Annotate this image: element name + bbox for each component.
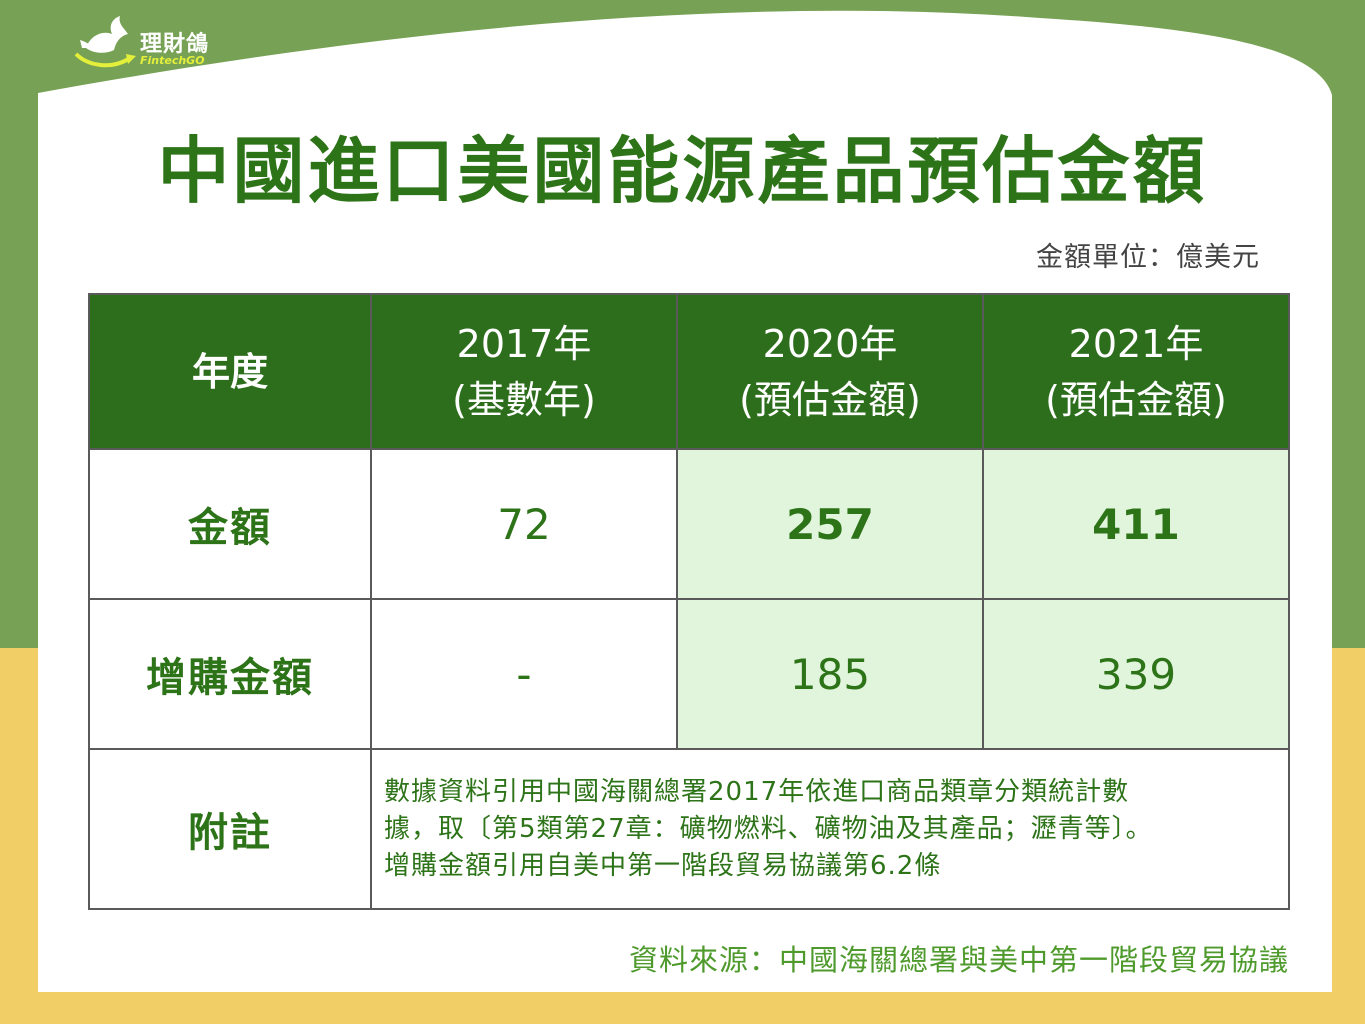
brand-name: 理財鴿 <box>140 32 210 57</box>
note-text: 數據資料引用中國海關總署2017年依進口商品類章分類統計數 據，取〔第5類第27… <box>370 748 1290 910</box>
data-table: 年度 2017年 (基數年) 2020年 (預估金額) 2021年 (預估金額)… <box>88 293 1290 910</box>
header-2017: 2017年 (基數年) <box>370 293 678 450</box>
brand-sub: FintechGO <box>140 54 205 67</box>
table-row: 金額 72 257 411 <box>88 448 1290 600</box>
note-line-2: 據，取〔第5類第27章：礦物燃料、礦物油及其產品；瀝青等〕。 <box>384 813 1153 844</box>
header-2017-desc: (基數年) <box>452 377 596 422</box>
header-2021-desc: (預估金額) <box>1045 377 1227 422</box>
header-2021-year: 2021年 <box>1068 321 1204 366</box>
header-year: 年度 <box>88 293 372 450</box>
header-2020: 2020年 (預估金額) <box>676 293 984 450</box>
cell-amount-2017: 72 <box>370 448 678 600</box>
row-label-amount: 金額 <box>88 448 372 600</box>
cell-additional-2021: 339 <box>982 598 1290 750</box>
source-text: 資料來源：中國海關總署與美中第一階段貿易協議 <box>628 943 1289 977</box>
header-2020-desc: (預估金額) <box>739 377 921 422</box>
cell-additional-2017: - <box>370 598 678 750</box>
note-line-1: 數據資料引用中國海關總署2017年依進口商品類章分類統計數 <box>384 776 1130 807</box>
header-2021: 2021年 (預估金額) <box>982 293 1290 450</box>
header-2017-year: 2017年 <box>456 321 592 366</box>
dove-logo-icon <box>74 16 136 68</box>
cell-additional-2020: 185 <box>676 598 984 750</box>
row-label-note: 附註 <box>88 748 372 910</box>
brand-logo <box>68 14 228 76</box>
table-row-note: 附註 數據資料引用中國海關總署2017年依進口商品類章分類統計數 據，取〔第5類… <box>88 748 1290 910</box>
cell-amount-2021: 411 <box>982 448 1290 600</box>
cell-amount-2020: 257 <box>676 448 984 600</box>
row-label-additional: 增購金額 <box>88 598 372 750</box>
table-header-row: 年度 2017年 (基數年) 2020年 (預估金額) 2021年 (預估金額) <box>88 293 1290 450</box>
unit-label: 金額單位：億美元 <box>1036 242 1260 273</box>
note-line-3: 增購金額引用自美中第一階段貿易協議第6.2條 <box>384 850 942 881</box>
page-title: 中國進口美國能源產品預估金額 <box>157 129 1208 213</box>
header-2020-year: 2020年 <box>762 321 898 366</box>
table-row: 增購金額 - 185 339 <box>88 598 1290 750</box>
